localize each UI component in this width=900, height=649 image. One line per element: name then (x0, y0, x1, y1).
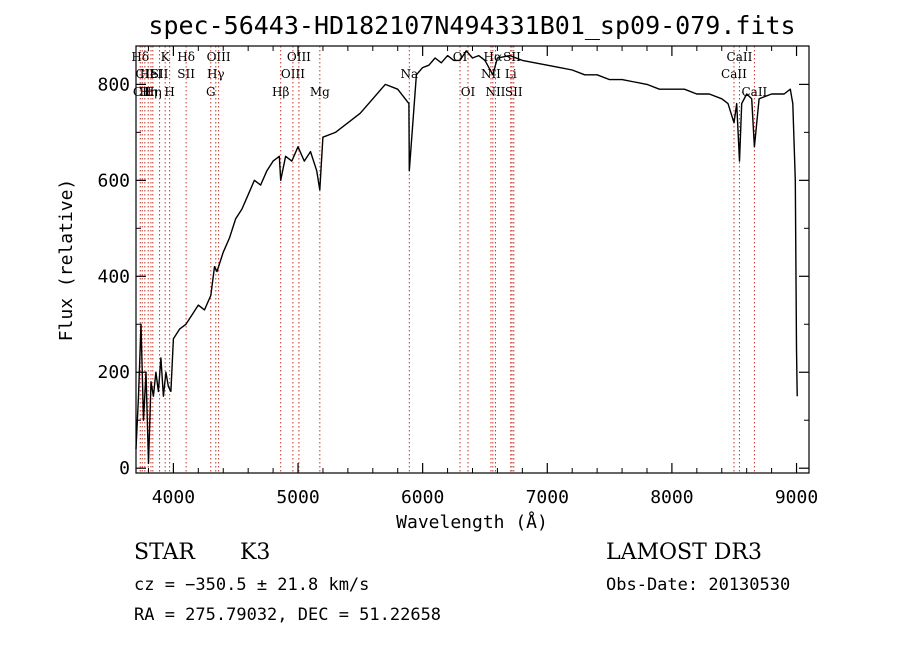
line-marker-label: Hη (139, 85, 157, 99)
line-marker-label: HeI (140, 67, 163, 81)
line-marker-label: Hη (144, 85, 162, 99)
object-subclass: K3 (240, 540, 270, 565)
chart-title: spec-56443-HD182107N494331B01_sp09-079.f… (148, 11, 795, 40)
line-marker-label: Hβ (272, 85, 289, 99)
y-tick-label: 0 (119, 458, 130, 479)
line-marker-label: SII (505, 85, 523, 99)
line-marker-label: Na (400, 67, 418, 81)
line-marker-label: Hγ (207, 67, 225, 81)
line-marker-label: K (161, 50, 171, 64)
x-axis-title: Wavelength (Å) (396, 511, 548, 533)
line-marker-label: OI (461, 85, 476, 99)
line-markers (139, 46, 755, 473)
x-tick-label: 5000 (276, 487, 319, 508)
ra-dec: RA = 275.79032, DEC = 51.22658 (134, 605, 441, 625)
x-tick-label: 8000 (650, 487, 693, 508)
line-marker-label: CII (136, 67, 155, 81)
x-tick-label: 7000 (526, 487, 569, 508)
line-marker-label: NII (481, 67, 501, 81)
line-marker-label: Hα (484, 50, 503, 64)
line-marker-label: Li (505, 67, 517, 81)
line-marker-label: OIII (207, 50, 231, 64)
line-marker-label: H (164, 85, 174, 99)
line-marker-label: Hδ (177, 50, 195, 64)
object-class: STAR (134, 540, 196, 565)
survey-name: LAMOST DR3 (606, 540, 762, 565)
line-marker-label: CII (133, 85, 152, 99)
observation-date: Obs-Date: 20130530 (606, 575, 790, 595)
x-axis-ticks: 4000 5000 6000 7000 8000 9000 (147, 46, 818, 508)
line-marker-label: OIII (287, 50, 311, 64)
line-marker-label: Hδ (131, 50, 149, 64)
y-tick-label: 400 (97, 266, 130, 287)
line-marker-labels: HδCIICIIHηHeIHηSIIKHHδSIIGHγOIIIHβOIIIOI… (131, 50, 767, 99)
x-tick-label: 6000 (401, 487, 444, 508)
x-tick-label: 4000 (152, 487, 195, 508)
plot-frame (135, 45, 810, 474)
y-tick-label: 600 (97, 170, 130, 191)
line-marker-label: NII (485, 85, 505, 99)
line-marker-label: CaII (727, 50, 753, 64)
y-tick-label: 200 (97, 362, 130, 383)
y-tick-label: 800 (97, 74, 130, 95)
line-marker-label: OIII (281, 67, 305, 81)
line-marker-label: CaII (721, 67, 747, 81)
spectrum-line (135, 50, 798, 465)
y-axis-title: Flux (relative) (56, 179, 77, 342)
line-marker-label: SII (177, 67, 195, 81)
x-tick-label: 9000 (775, 487, 818, 508)
line-marker-label: SII (151, 67, 169, 81)
line-marker-label: G (206, 85, 216, 99)
y-axis-ticks: 0 200 400 600 800 (97, 74, 809, 479)
redshift-cz: cz = −350.5 ± 21.8 km/s (134, 575, 369, 595)
line-marker-label: Mg (310, 85, 330, 99)
